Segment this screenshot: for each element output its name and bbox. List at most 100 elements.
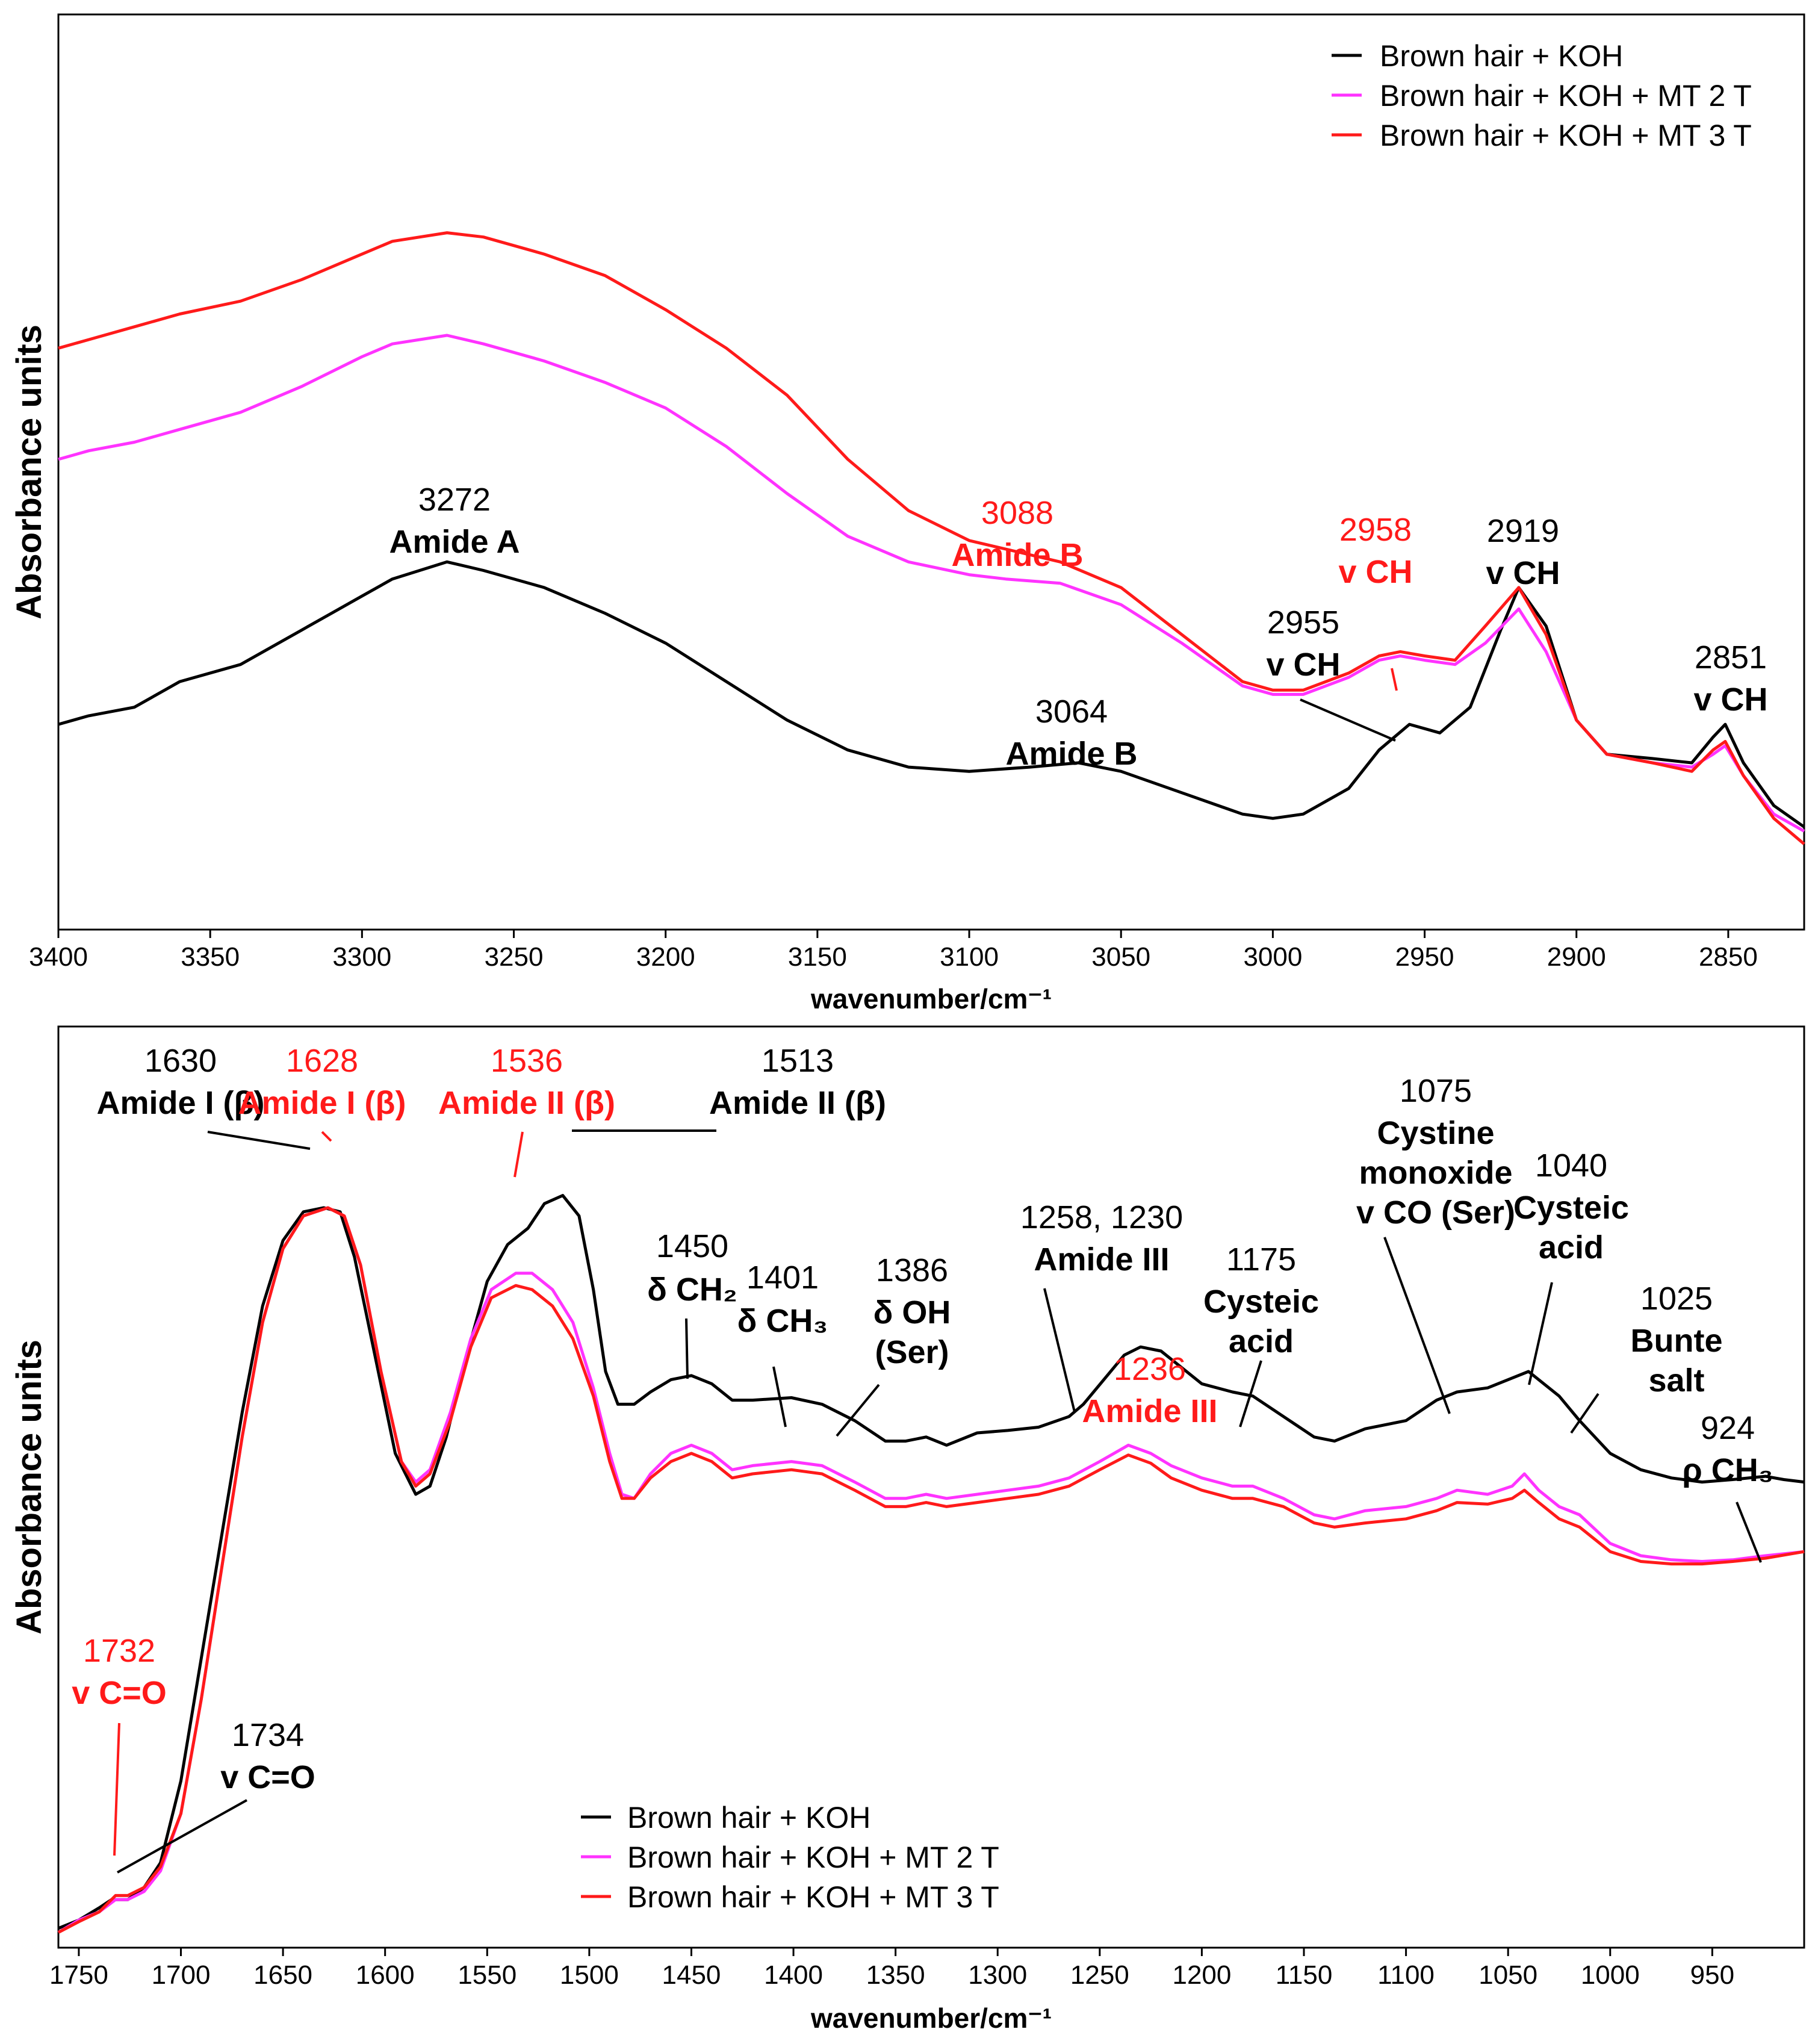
y-axis-label-bottom: Absorbance units: [10, 1340, 49, 1635]
series-line-3: [58, 231, 1805, 845]
annotation-number: 924: [1701, 1410, 1755, 1446]
x-tick-label: 1350: [866, 1960, 925, 1990]
annotations-top: 3272 Amide A 3088 Amide B 2958 v CH 2919 v CH 29…: [389, 482, 1767, 772]
annotation-label: Cystine: [1377, 1115, 1494, 1151]
x-tick-label: 3300: [332, 942, 391, 972]
annotation-number: 2851: [1695, 639, 1767, 676]
annotation-label: v CO (Ser): [1356, 1194, 1515, 1231]
annotation-label: (Ser): [875, 1334, 949, 1370]
annotation-number: 1732: [83, 1633, 155, 1669]
plot-frame-top: [57, 13, 1805, 931]
x-tick-label: 2850: [1699, 942, 1758, 972]
legend-bottom: Brown hair + KOH Brown hair + KOH + MT 2…: [581, 1801, 999, 1914]
x-ticks-top: 3400 3350 3300 3250 3200 3150 3100 3050 3000 2950…: [29, 930, 1758, 972]
x-tick-label: 1200: [1172, 1960, 1231, 1990]
annotation-number: 2955: [1267, 604, 1339, 641]
annotation-leader: [1383, 1237, 1451, 1414]
x-tick-label: 1400: [764, 1960, 823, 1990]
annotation-label: Amide I (β): [238, 1085, 406, 1121]
legend-label: Brown hair + KOH: [1380, 39, 1623, 73]
annotation-label: Amide II (β): [438, 1085, 615, 1121]
annotation-label: Amide B: [1005, 736, 1137, 772]
annotation-label: δ OH: [873, 1294, 951, 1331]
series-group-bottom: [57, 1194, 1805, 1934]
x-tick-label: 1300: [968, 1960, 1027, 1990]
x-tick-label: 1500: [560, 1960, 619, 1990]
annotation-number: 2919: [1487, 513, 1559, 549]
x-tick-label: 1250: [1070, 1960, 1129, 1990]
x-tick-label: 1700: [152, 1960, 211, 1990]
annotation-number: 2958: [1339, 512, 1412, 548]
series-line-1: [58, 1194, 1805, 1930]
annotation-number: 1628: [286, 1043, 358, 1079]
annotation-label: v CH: [1338, 554, 1412, 590]
annotation-number: 1734: [232, 1717, 304, 1753]
annotation-leader: [836, 1384, 880, 1437]
annotation-number: 1450: [656, 1228, 728, 1264]
annotation-label: acid: [1229, 1323, 1294, 1359]
annotation-number: 1025: [1640, 1281, 1713, 1317]
annotation-label: v CH: [1486, 555, 1560, 591]
x-ticks-bottom: 1750 1700 1650 1600 1550 1500 1450 1400 1350 1300…: [49, 1948, 1734, 1990]
annotation-label: v C=O: [72, 1675, 167, 1711]
annotation-label: Amide III: [1034, 1241, 1169, 1278]
annotation-number: 1075: [1400, 1073, 1472, 1109]
annotation-leader: [113, 1722, 120, 1856]
annotation-leader: [772, 1366, 787, 1427]
annotation-number: 1630: [144, 1043, 217, 1079]
legend-label: Brown hair + KOH + MT 3 T: [627, 1880, 999, 1914]
annotation-label: Amide B: [951, 537, 1083, 573]
x-tick-label: 3150: [788, 942, 847, 972]
x-tick-label: 2900: [1547, 942, 1606, 972]
annotation-label: v C=O: [220, 1759, 315, 1795]
annotation-number: 3272: [418, 482, 491, 518]
annotation-label: δ CH₂: [647, 1272, 737, 1308]
plot-frame-bottom: [57, 1025, 1805, 1949]
annotation-label: Amide A: [389, 524, 520, 560]
annotation-number: 1401: [746, 1260, 819, 1296]
x-tick-label: 3100: [940, 942, 999, 972]
annotation-leader: [321, 1131, 332, 1142]
annotation-leader: [513, 1131, 524, 1178]
legend-label: Brown hair + KOH + MT 3 T: [1380, 119, 1752, 152]
annotation-label: acid: [1539, 1229, 1604, 1266]
annotation-leader: [1043, 1288, 1076, 1412]
x-tick-label: 1650: [253, 1960, 312, 1990]
annotation-leader: [117, 1799, 247, 1874]
annotation-number: 3064: [1035, 694, 1108, 730]
annotation-label: δ CH₃: [737, 1303, 828, 1339]
annotation-number: 1513: [762, 1043, 834, 1079]
annotation-number: 1258, 1230: [1020, 1199, 1183, 1235]
annotations-bottom: 1630 Amide I (β) 1628 Amide I (β) 1536 Amide …: [72, 1043, 1773, 1874]
x-tick-label: 1750: [49, 1960, 108, 1990]
x-tick-label: 3250: [485, 942, 544, 972]
annotation-leader: [1391, 668, 1398, 691]
x-tick-label: 1100: [1377, 1960, 1435, 1990]
x-tick-label: 3400: [29, 942, 88, 972]
panel-top-chart: 3400 3350 3300 3250 3200 3150 3100 3050 3000 2950…: [10, 13, 1805, 1014]
annotation-label: ρ CH₃: [1682, 1452, 1773, 1488]
x-axis-label-top: wavenumber/cm⁻¹: [810, 983, 1052, 1014]
annotation-number: 1536: [491, 1043, 563, 1079]
x-tick-label: 1050: [1478, 1960, 1537, 1990]
annotation-number: 3088: [981, 495, 1053, 531]
annotation-number: 1175: [1226, 1241, 1296, 1278]
annotation-label: Cysteic: [1513, 1190, 1629, 1226]
annotation-leader: [1239, 1360, 1262, 1427]
annotation-label: Amide III: [1082, 1393, 1217, 1429]
annotation-label: Bunte: [1631, 1323, 1723, 1359]
x-tick-label: 1450: [662, 1960, 721, 1990]
annotation-label: Amide I (β): [97, 1085, 265, 1121]
annotation-label: Amide II (β): [709, 1085, 886, 1121]
panel-bottom-chart: 1750 1700 1650 1600 1550 1500 1450 1400 1350 1300…: [10, 1025, 1805, 2034]
y-axis-label-top: Absorbance units: [10, 325, 49, 620]
x-tick-label: 3200: [636, 942, 695, 972]
annotation-leader: [685, 1318, 689, 1379]
series-line-3: [57, 1206, 1805, 1934]
annotation-label: Cysteic: [1203, 1284, 1319, 1320]
annotation-label: v CH: [1266, 647, 1340, 683]
x-tick-label: 3050: [1091, 942, 1150, 972]
x-tick-label: 1600: [356, 1960, 415, 1990]
annotation-label: salt: [1648, 1362, 1704, 1399]
